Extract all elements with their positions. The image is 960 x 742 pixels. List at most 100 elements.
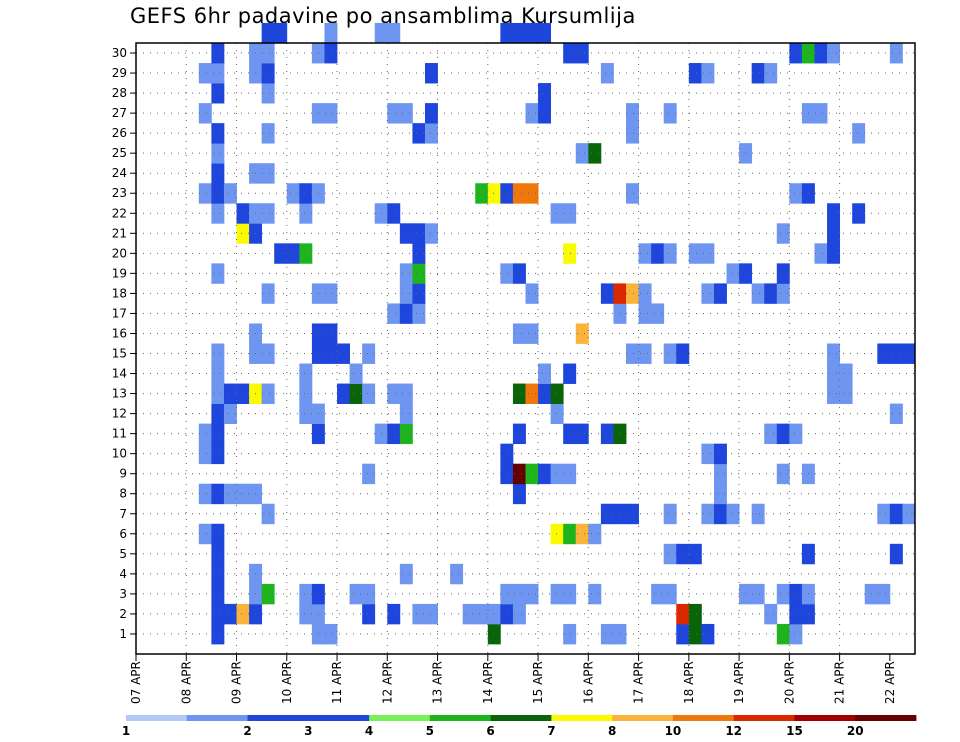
heatmap-cell bbox=[877, 343, 891, 364]
colorbar-swatch bbox=[794, 715, 856, 721]
heatmap-cell bbox=[512, 423, 526, 445]
y-tick-label: 28 bbox=[112, 86, 127, 100]
heatmap-cell bbox=[789, 43, 803, 64]
x-tick-label: 16 APR bbox=[581, 661, 595, 704]
heatmap-cell bbox=[487, 623, 501, 645]
heatmap-cell bbox=[663, 343, 677, 364]
heatmap-cell bbox=[261, 583, 275, 605]
x-axis: 07 APR 08 APR 09 APR 10 APR 11 APR 12 APR 13 A… bbox=[129, 654, 897, 704]
heatmap-cell bbox=[839, 363, 853, 384]
heatmap-cell bbox=[889, 43, 903, 64]
heatmap-cell bbox=[424, 123, 438, 144]
colorbar: 1 2 3 4 5 6 7 8 10 12 15 20 bbox=[122, 715, 917, 738]
heatmap-cell bbox=[789, 183, 803, 204]
heatmap-cell bbox=[261, 83, 275, 104]
heatmap-cell bbox=[211, 623, 225, 645]
y-tick-label: 10 bbox=[112, 447, 127, 461]
heatmap-cell bbox=[211, 183, 225, 204]
y-tick-label: 25 bbox=[112, 146, 127, 160]
heatmap-cell bbox=[638, 303, 652, 324]
heatmap-cell bbox=[274, 243, 288, 264]
heatmap-cell bbox=[751, 583, 765, 605]
heatmap-cell bbox=[399, 283, 413, 304]
heatmap-cell bbox=[500, 603, 514, 625]
heatmap-cell bbox=[211, 83, 225, 104]
heatmap-cell bbox=[211, 603, 225, 625]
heatmap-cell bbox=[211, 583, 225, 605]
y-tick-label: 8 bbox=[119, 487, 127, 501]
heatmap-cell bbox=[713, 483, 727, 505]
heatmap-cell bbox=[324, 323, 338, 344]
heatmap-cell bbox=[877, 583, 891, 605]
heatmap-cell bbox=[387, 103, 401, 124]
heatmap-cell bbox=[211, 123, 225, 144]
colorbar-swatch bbox=[612, 715, 674, 721]
heatmap-cell bbox=[399, 403, 413, 425]
heatmap-cell bbox=[877, 503, 891, 525]
heatmap-cell bbox=[512, 383, 526, 404]
heatmap-cell bbox=[827, 243, 841, 264]
heatmap-cell bbox=[399, 383, 413, 404]
heatmap-cell bbox=[261, 43, 275, 64]
heatmap-cell bbox=[713, 503, 727, 525]
heatmap-cell bbox=[211, 423, 225, 445]
heatmap-cell bbox=[827, 383, 841, 404]
heatmap-cell bbox=[412, 223, 426, 244]
x-tick-label: 19 APR bbox=[732, 661, 746, 704]
heatmap-cell bbox=[261, 343, 275, 364]
heatmap-cell bbox=[211, 203, 225, 224]
heatmap-cell bbox=[211, 543, 225, 565]
heatmap-cell bbox=[600, 503, 614, 525]
heatmap-cell bbox=[349, 383, 363, 404]
heatmap-cell bbox=[450, 563, 464, 585]
heatmap-cell bbox=[299, 403, 313, 425]
heatmap-cell bbox=[211, 563, 225, 585]
heatmap-cell bbox=[412, 123, 426, 144]
heatmap-cell bbox=[651, 243, 665, 264]
heatmap-cell bbox=[299, 583, 313, 605]
heatmap-cell bbox=[500, 22, 514, 44]
heatmap-cell bbox=[349, 363, 363, 384]
heatmap-cell bbox=[701, 63, 715, 84]
heatmap-cell bbox=[412, 263, 426, 284]
heatmap-cell bbox=[651, 303, 665, 324]
heatmap-cell bbox=[688, 623, 702, 645]
colorbar-label: 2 bbox=[243, 724, 251, 738]
heatmap-cell bbox=[902, 343, 916, 364]
y-tick-label: 24 bbox=[112, 166, 127, 180]
heatmap-cell bbox=[337, 343, 350, 364]
heatmap-cell bbox=[663, 583, 677, 605]
colorbar-swatch bbox=[186, 715, 248, 721]
heatmap-cell bbox=[688, 243, 702, 264]
y-tick-label: 20 bbox=[112, 246, 127, 260]
heatmap-cell bbox=[512, 603, 526, 625]
colorbar-swatch bbox=[551, 715, 613, 721]
heatmap-cell bbox=[600, 63, 614, 84]
heatmap-cell bbox=[223, 483, 237, 505]
heatmap-cell bbox=[374, 22, 388, 44]
x-tick-label: 21 APR bbox=[833, 661, 847, 704]
y-axis: 1234567891011121314151617181920212223242… bbox=[112, 46, 136, 641]
heatmap-cell bbox=[575, 323, 589, 344]
y-tick-label: 17 bbox=[112, 306, 127, 320]
y-tick-label: 14 bbox=[112, 367, 127, 381]
heatmap-cell bbox=[789, 603, 803, 625]
y-tick-label: 4 bbox=[119, 567, 127, 581]
heatmap-cell bbox=[550, 583, 564, 605]
y-tick-label: 26 bbox=[112, 126, 127, 140]
heatmap-cell bbox=[827, 363, 841, 384]
heatmap-cell bbox=[261, 383, 275, 404]
heatmap-cell bbox=[512, 583, 526, 605]
heatmap-cell bbox=[387, 203, 401, 224]
heatmap-cell bbox=[538, 22, 552, 44]
heatmap-cell bbox=[651, 583, 665, 605]
heatmap-cell bbox=[362, 463, 376, 485]
heatmap-cell bbox=[412, 283, 426, 304]
heatmap-cell bbox=[575, 523, 589, 545]
heatmap-cell bbox=[776, 463, 790, 485]
heatmap-cell bbox=[814, 43, 828, 64]
heatmap-cell bbox=[487, 183, 501, 204]
heatmap-cell bbox=[261, 283, 275, 304]
x-tick-label: 09 APR bbox=[230, 661, 244, 704]
